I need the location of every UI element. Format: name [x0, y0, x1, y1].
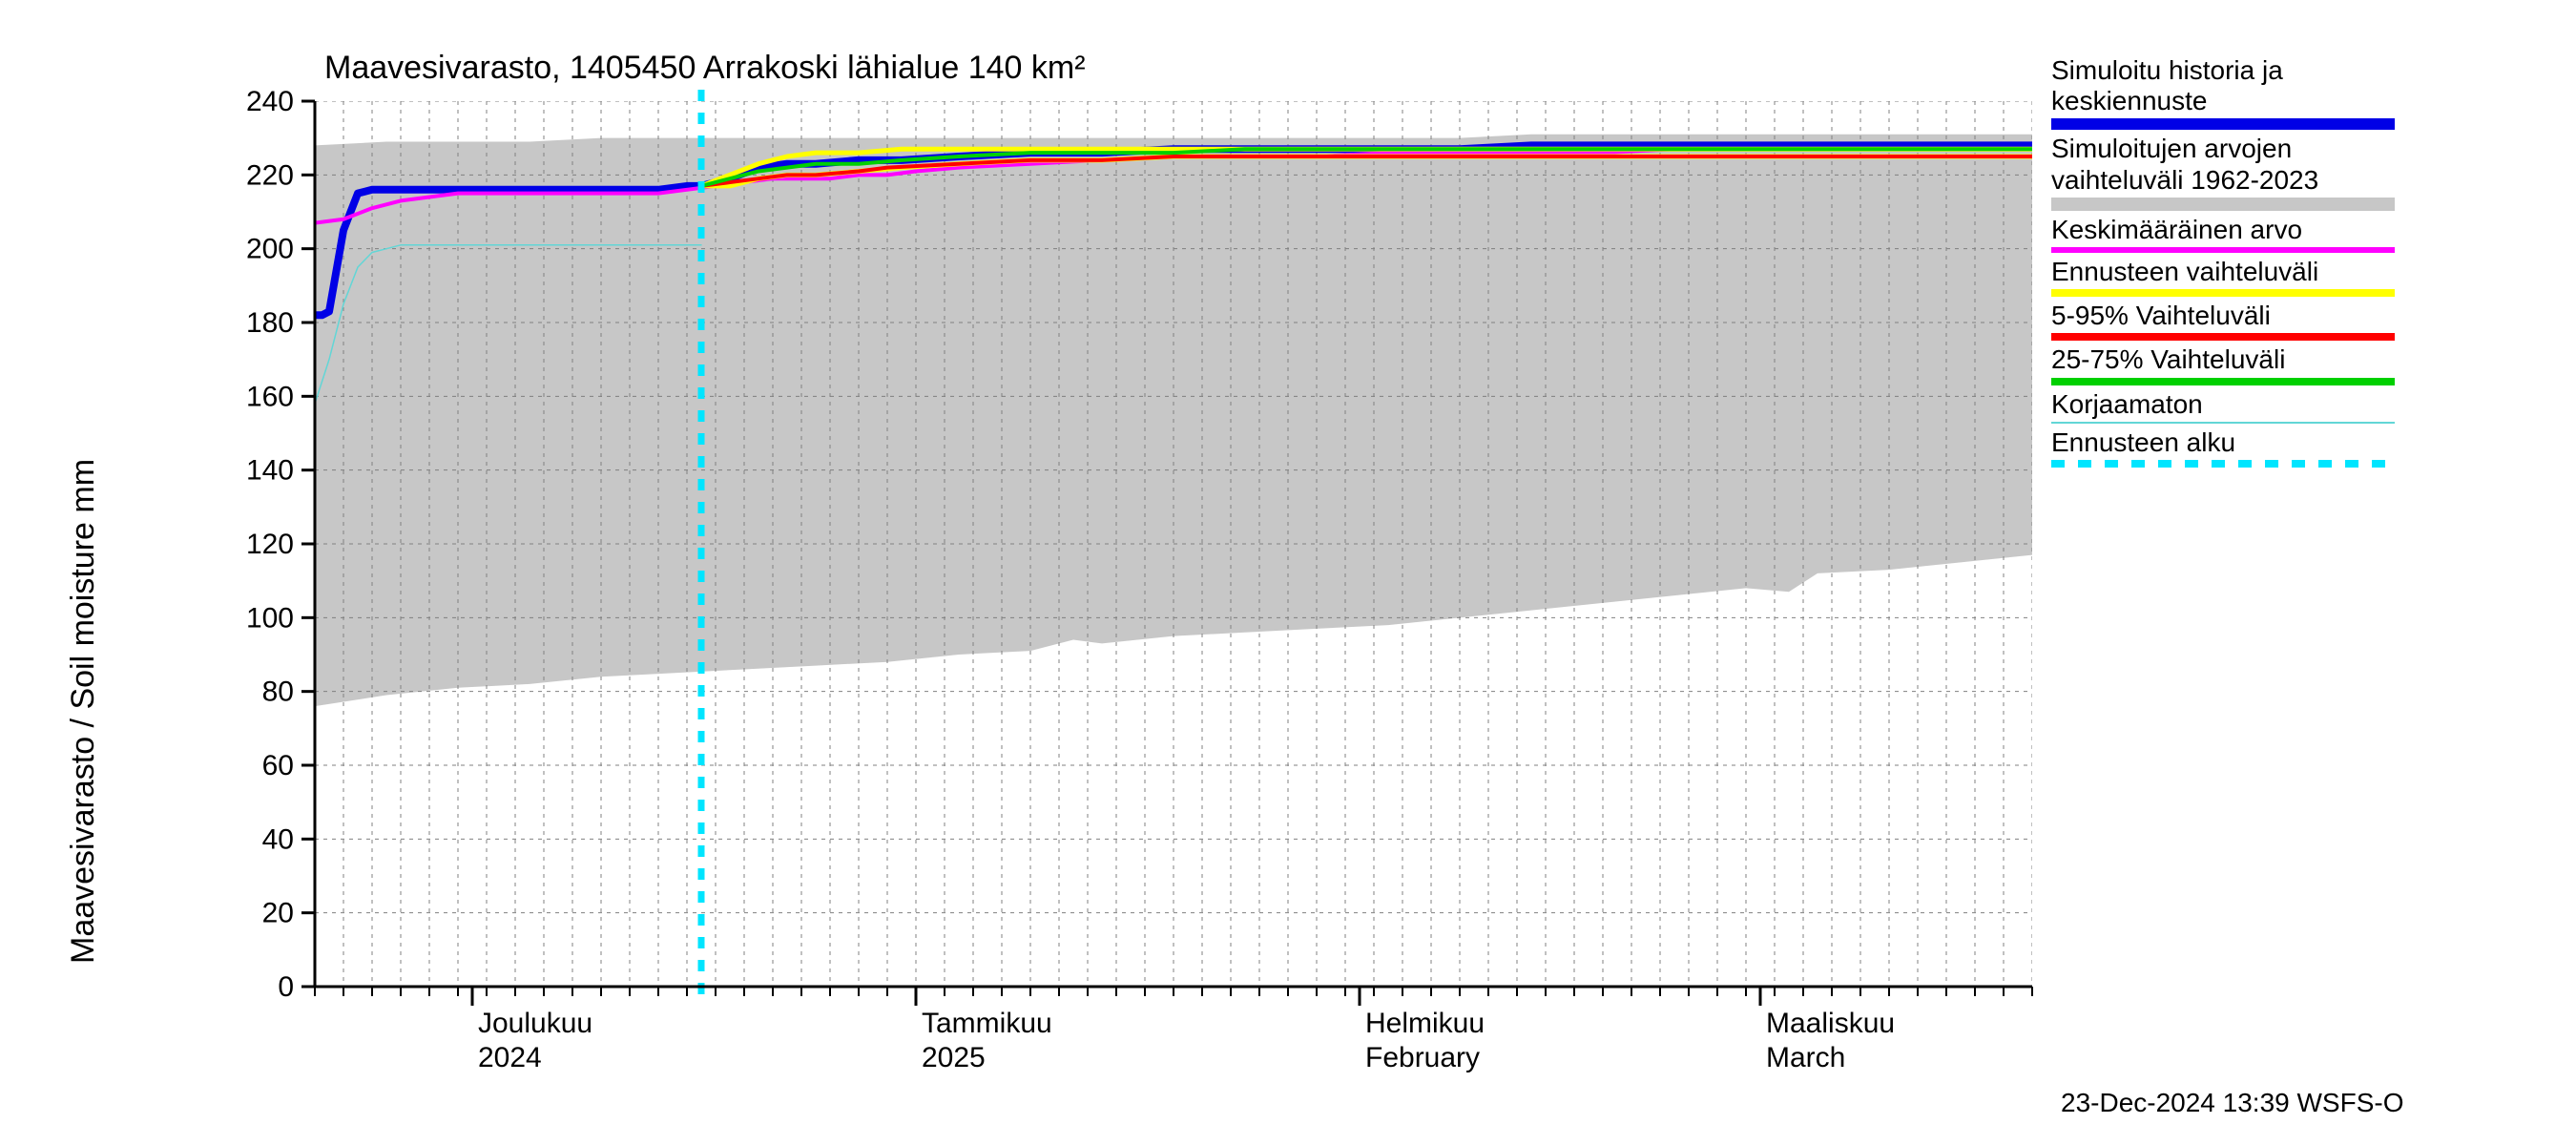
legend-label: 25-75% Vaihteluväli: [2051, 344, 2395, 375]
legend-item-average: Keskimääräinen arvo: [2051, 215, 2395, 253]
x-month-label: Tammikuu: [922, 1008, 1052, 1039]
x-month-label: Helmikuu: [1365, 1008, 1485, 1039]
y-tick-label: 60: [262, 750, 294, 781]
legend-swatch: [2051, 333, 2395, 341]
legend-swatch: [2051, 247, 2395, 253]
y-tick-label: 240: [246, 86, 294, 117]
y-tick-label: 0: [278, 971, 294, 1003]
y-tick-label: 200: [246, 234, 294, 265]
y-axis-label: Maavesivarasto / Soil moisture mm: [65, 459, 102, 964]
y-tick-label: 40: [262, 823, 294, 855]
legend-label: Simuloitujen arvojen: [2051, 134, 2395, 164]
y-tick-label: 220: [246, 159, 294, 191]
legend-label: Korjaamaton: [2051, 389, 2395, 420]
legend-swatch: [2051, 198, 2395, 211]
legend-label: keskiennuste: [2051, 86, 2395, 116]
legend-item-ci595: 5-95% Vaihteluväli: [2051, 301, 2395, 341]
y-tick-label: 20: [262, 898, 294, 929]
legend-swatch: [2051, 460, 2395, 468]
legend-item-sim_history: Simuloitu historia jakeskiennuste: [2051, 55, 2395, 130]
chart-title: Maavesivarasto, 1405450 Arrakoski lähial…: [324, 50, 1086, 87]
y-tick-label: 100: [246, 602, 294, 634]
chart-root: Maavesivarasto, 1405450 Arrakoski lähial…: [0, 0, 2576, 1145]
legend-item-forecast_start: Ennusteen alku: [2051, 427, 2395, 468]
legend-label: 5-95% Vaihteluväli: [2051, 301, 2395, 331]
legend-item-yellow: Ennusteen vaihteluväli: [2051, 257, 2395, 297]
legend-label: Ennusteen vaihteluväli: [2051, 257, 2395, 287]
x-month-label: Joulukuu: [478, 1008, 592, 1039]
x-month-sublabel: March: [1766, 1042, 1845, 1073]
x-month-sublabel: February: [1365, 1042, 1480, 1073]
legend-swatch: [2051, 118, 2395, 130]
y-tick-label: 140: [246, 455, 294, 487]
legend-swatch: [2051, 422, 2395, 424]
y-tick-label: 160: [246, 381, 294, 412]
x-month-sublabel: 2025: [922, 1042, 986, 1073]
y-tick-label: 180: [246, 307, 294, 339]
legend-item-range_band: Simuloitujen arvojenvaihteluväli 1962-20…: [2051, 134, 2395, 210]
x-month-sublabel: 2024: [478, 1042, 542, 1073]
legend-swatch: [2051, 378, 2395, 385]
legend-label: Ennusteen alku: [2051, 427, 2395, 458]
legend-item-ci2575: 25-75% Vaihteluväli: [2051, 344, 2395, 385]
legend-swatch: [2051, 289, 2395, 297]
y-tick-label: 120: [246, 529, 294, 560]
footer-timestamp: 23-Dec-2024 13:39 WSFS-O: [2061, 1088, 2404, 1118]
legend-label: Simuloitu historia ja: [2051, 55, 2395, 86]
x-month-label: Maaliskuu: [1766, 1008, 1895, 1039]
legend-item-uncorrected: Korjaamaton: [2051, 389, 2395, 424]
legend-label: vaihteluväli 1962-2023: [2051, 165, 2395, 196]
legend-label: Keskimääräinen arvo: [2051, 215, 2395, 245]
legend: Simuloitu historia jakeskiennusteSimuloi…: [2051, 55, 2395, 471]
y-tick-label: 80: [262, 677, 294, 708]
